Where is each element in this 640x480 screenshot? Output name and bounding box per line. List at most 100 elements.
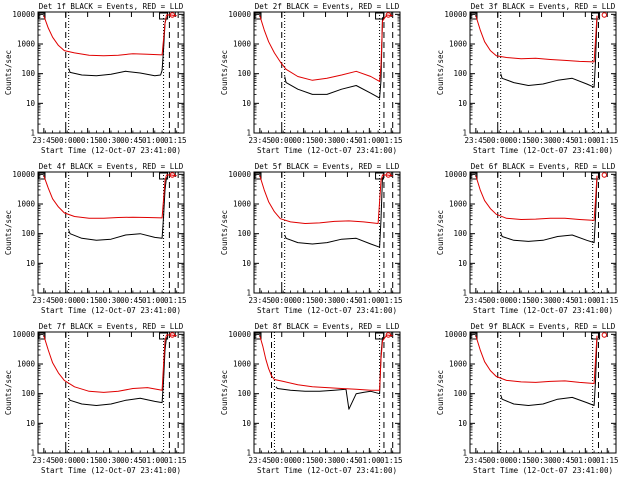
detector-panel: Det 3f BLACK = Events, RED = LLD Counts/s… bbox=[436, 2, 619, 155]
x-tick-label: 00:00 bbox=[270, 456, 293, 465]
corner-box-marker bbox=[38, 332, 46, 340]
y-axis-label: Counts/sec bbox=[220, 370, 229, 415]
x-tick-label: 01:00 bbox=[142, 456, 165, 465]
corner-box-marker bbox=[375, 332, 385, 340]
x-tick-label: 01:15 bbox=[380, 136, 403, 145]
events-series-line bbox=[500, 177, 598, 244]
y-tick-label: 100 bbox=[237, 69, 251, 78]
corner-circle-marker bbox=[601, 332, 608, 338]
x-tick-label: 00:45 bbox=[120, 456, 143, 465]
x-tick-label: 00:45 bbox=[552, 456, 575, 465]
x-axis-label: Start Time (12-Oct-07 23:41:00) bbox=[41, 306, 181, 315]
x-tick-label: 00:15 bbox=[76, 456, 99, 465]
corner-box-marker bbox=[159, 12, 169, 20]
y-axis-label: Counts/sec bbox=[436, 50, 445, 95]
x-axis-label: Start Time (12-Oct-07 23:41:00) bbox=[473, 146, 613, 155]
x-tick-label: 01:00 bbox=[574, 456, 597, 465]
corner-box-marker bbox=[470, 12, 478, 20]
lld-series-line bbox=[43, 14, 177, 57]
corner-circle-marker bbox=[601, 172, 608, 178]
y-tick-label: 1 bbox=[246, 289, 251, 298]
corner-box-marker bbox=[470, 172, 478, 180]
y-axis-label: Counts/sec bbox=[4, 50, 13, 95]
y-tick-label: 10 bbox=[26, 99, 36, 108]
events-series-line bbox=[500, 17, 598, 88]
y-tick-label: 1 bbox=[246, 449, 251, 458]
x-tick-label: 00:00 bbox=[54, 136, 77, 145]
y-tick-label: 10000 bbox=[228, 10, 251, 19]
x-tick-label: 01:00 bbox=[142, 296, 165, 305]
x-tick-label: 00:45 bbox=[120, 136, 143, 145]
x-tick-label: 00:45 bbox=[552, 136, 575, 145]
detector-panel: Det 1f BLACK = Events, RED = LLD Counts/s… bbox=[4, 2, 187, 155]
y-tick-label: 1 bbox=[462, 129, 467, 138]
x-axis-label: Start Time (12-Oct-07 23:41:00) bbox=[257, 466, 397, 475]
y-axis-label: Counts/sec bbox=[220, 210, 229, 255]
corner-box-marker bbox=[159, 332, 169, 340]
y-tick-label: 100 bbox=[453, 229, 467, 238]
events-series-line bbox=[284, 177, 383, 248]
y-tick-label: 100 bbox=[21, 229, 35, 238]
events-series-line bbox=[500, 337, 598, 406]
corner-box-marker bbox=[38, 12, 46, 20]
y-tick-label: 10 bbox=[26, 419, 36, 428]
events-series-line bbox=[275, 337, 383, 410]
panel-title: Det 9f BLACK = Events, RED = LLD bbox=[471, 322, 616, 331]
x-tick-label: 01:00 bbox=[358, 296, 381, 305]
x-tick-label: 00:00 bbox=[486, 136, 509, 145]
x-tick-label: 01:00 bbox=[574, 136, 597, 145]
y-tick-label: 100 bbox=[237, 389, 251, 398]
y-tick-label: 1000 bbox=[17, 360, 36, 369]
y-tick-label: 10000 bbox=[444, 10, 467, 19]
corner-box-marker bbox=[591, 172, 601, 180]
x-tick-label: 00:15 bbox=[76, 136, 99, 145]
events-series-line bbox=[68, 337, 167, 406]
x-tick-label: 23:45 bbox=[465, 136, 488, 145]
x-tick-label: 01:15 bbox=[164, 456, 187, 465]
y-axis-label: Counts/sec bbox=[220, 50, 229, 95]
x-tick-label: 00:45 bbox=[336, 456, 359, 465]
x-tick-label: 00:00 bbox=[54, 296, 77, 305]
lld-series-line bbox=[259, 174, 393, 224]
detector-panel: Det 6f BLACK = Events, RED = LLD Counts/s… bbox=[436, 162, 619, 315]
x-tick-label: 01:15 bbox=[380, 456, 403, 465]
y-axis-label: Counts/sec bbox=[436, 210, 445, 255]
lld-series-line bbox=[475, 15, 598, 63]
y-tick-label: 10000 bbox=[228, 170, 251, 179]
x-tick-label: 00:45 bbox=[120, 296, 143, 305]
x-tick-label: 01:15 bbox=[164, 296, 187, 305]
x-tick-label: 00:15 bbox=[508, 136, 531, 145]
corner-circle-marker bbox=[601, 12, 608, 18]
x-tick-label: 00:15 bbox=[76, 296, 99, 305]
panel-title: Det 6f BLACK = Events, RED = LLD bbox=[471, 162, 616, 171]
x-tick-label: 00:30 bbox=[98, 296, 121, 305]
events-series-line bbox=[68, 17, 167, 77]
y-tick-label: 100 bbox=[453, 389, 467, 398]
events-series-line bbox=[68, 177, 167, 241]
y-tick-label: 100 bbox=[21, 69, 35, 78]
y-tick-label: 1000 bbox=[449, 40, 468, 49]
x-tick-label: 00:45 bbox=[336, 296, 359, 305]
x-tick-label: 00:30 bbox=[530, 136, 553, 145]
x-axis-label: Start Time (12-Oct-07 23:41:00) bbox=[41, 466, 181, 475]
y-tick-label: 1000 bbox=[449, 360, 468, 369]
y-tick-label: 100 bbox=[453, 69, 467, 78]
y-tick-label: 10 bbox=[458, 419, 468, 428]
x-tick-label: 23:45 bbox=[465, 296, 488, 305]
panel-title: Det 3f BLACK = Events, RED = LLD bbox=[471, 2, 616, 11]
y-tick-label: 1000 bbox=[233, 360, 252, 369]
y-tick-label: 10 bbox=[242, 99, 252, 108]
lld-series-line bbox=[259, 14, 393, 82]
corner-box-marker bbox=[375, 12, 385, 20]
y-tick-label: 10 bbox=[26, 259, 36, 268]
y-tick-label: 1 bbox=[30, 449, 35, 458]
corner-box-marker bbox=[38, 172, 46, 180]
x-axis-label: Start Time (12-Oct-07 23:41:00) bbox=[473, 306, 613, 315]
x-axis-label: Start Time (12-Oct-07 23:41:00) bbox=[473, 466, 613, 475]
x-tick-label: 00:30 bbox=[98, 136, 121, 145]
corner-box-marker bbox=[375, 172, 385, 180]
x-axis-label: Start Time (12-Oct-07 23:41:00) bbox=[257, 306, 397, 315]
x-tick-label: 01:00 bbox=[574, 296, 597, 305]
x-tick-label: 01:15 bbox=[596, 296, 619, 305]
x-tick-label: 01:15 bbox=[164, 136, 187, 145]
